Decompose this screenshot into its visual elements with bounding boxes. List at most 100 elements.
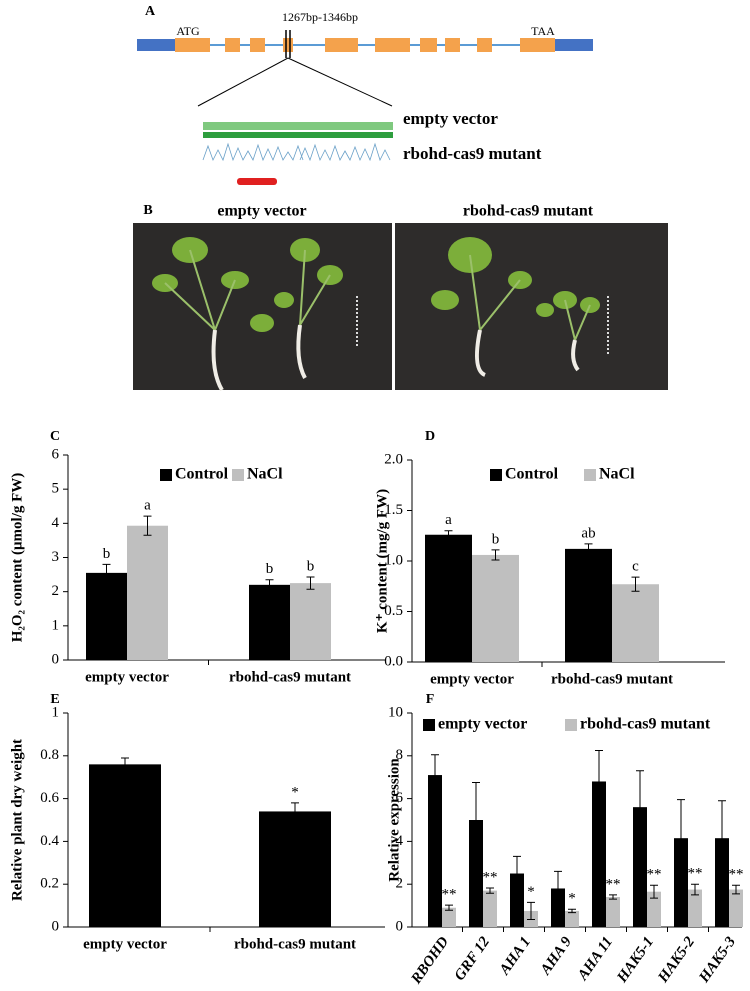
- y-tick-label: 1: [52, 617, 60, 633]
- panel-label: A: [145, 4, 156, 19]
- error-bar: [568, 908, 576, 914]
- error-bar: [609, 894, 617, 900]
- y-tick-label: 2: [396, 876, 404, 892]
- deletion-bar: [237, 178, 277, 185]
- y-tick-label: 0: [52, 918, 60, 934]
- y-tick-label: 0.5: [384, 603, 403, 619]
- legend-label: empty vector: [438, 716, 527, 733]
- y-axis-title: H₂O₂ content (μmol/g FW): [9, 473, 25, 643]
- y-tick-label: 1.5: [384, 502, 403, 518]
- bar: [592, 781, 606, 927]
- stop-codon: TAA: [531, 24, 555, 38]
- legend-swatch: [232, 469, 244, 481]
- significance-label: **: [483, 869, 498, 885]
- x-tick-label: empty vector: [85, 669, 169, 685]
- photo: [133, 223, 392, 390]
- error-bar: [527, 901, 535, 921]
- error-bar: [306, 576, 315, 590]
- legend-swatch: [160, 469, 172, 481]
- y-tick-label: 4: [52, 515, 60, 531]
- error-bar: [650, 884, 658, 899]
- x-tick-label: empty vector: [83, 936, 167, 952]
- photo-label: Control: [208, 396, 260, 415]
- significance-label: ab: [581, 525, 595, 541]
- position-label: 1267bp-1346bp: [282, 10, 358, 24]
- x-tick-label: HAK5-1: [614, 934, 657, 986]
- y-axis-title: K⁺ content (mg/g FW): [374, 489, 390, 633]
- error-bar: [513, 855, 521, 892]
- bar: [442, 907, 456, 927]
- error-bar: [595, 749, 603, 814]
- bar: [290, 583, 331, 660]
- bar: [729, 889, 743, 927]
- bar: [127, 525, 168, 660]
- y-tick-label: 0: [396, 918, 404, 934]
- y-tick-label: 0.4: [40, 833, 59, 849]
- bar: [565, 910, 579, 927]
- error-bar: [718, 800, 726, 877]
- legend-swatch: [565, 719, 577, 731]
- significance-label: *: [527, 884, 535, 900]
- y-tick-label: 3: [52, 549, 60, 565]
- x-tick-label: AHA 11: [574, 934, 616, 984]
- legend-label: Control: [175, 466, 229, 483]
- bar: [472, 554, 519, 662]
- y-tick-label: 2.0: [384, 451, 403, 467]
- significance-label: c: [632, 559, 639, 575]
- panel-label: F: [426, 692, 435, 707]
- photo-label: NaCl: [555, 396, 591, 415]
- error-bar: [444, 530, 453, 540]
- significance-label: **: [647, 867, 662, 883]
- legend-swatch: [584, 469, 596, 481]
- plants: [152, 237, 609, 392]
- significance-label: *: [291, 784, 299, 800]
- x-tick-label: rbohd-cas9 mutant: [551, 671, 673, 687]
- error-bar: [554, 870, 562, 907]
- significance-label: a: [445, 512, 452, 528]
- bar: [259, 811, 331, 927]
- error-bar: [677, 799, 685, 878]
- utr: [555, 39, 593, 51]
- panel-label: E: [50, 692, 59, 707]
- y-tick-label: 8: [396, 747, 404, 763]
- y-tick-label: 0.6: [40, 790, 59, 806]
- y-axis-title: Relative plant dry weight: [9, 739, 25, 901]
- x-tick-label: AHA 1: [496, 934, 534, 978]
- zoom-line: [287, 57, 393, 107]
- bar: [469, 820, 483, 927]
- photo-label: NaCl: [290, 396, 326, 415]
- y-tick-label: 0: [52, 651, 60, 667]
- start-codon: ATG: [176, 24, 200, 38]
- bar: [86, 572, 127, 660]
- legend-swatch: [423, 719, 435, 731]
- significance-label: b: [307, 558, 315, 574]
- bar: [674, 838, 688, 927]
- photo-label: Control: [464, 396, 516, 415]
- panel-label: C: [50, 429, 60, 444]
- y-tick-label: 0.8: [40, 747, 59, 763]
- bar: [428, 775, 442, 927]
- zoom-line: [197, 57, 289, 107]
- x-tick-label: rbohd-cas9 mutant: [229, 669, 351, 685]
- row-label: rbohd-cas9 mutant: [403, 144, 542, 163]
- error-bar: [631, 576, 640, 592]
- error-bar: [732, 884, 740, 895]
- error-bar: [431, 754, 439, 796]
- bar: [425, 534, 472, 662]
- x-tick-label: HAK5-3: [696, 934, 740, 987]
- significance-label: b: [103, 546, 111, 562]
- row-label: empty vector: [403, 109, 498, 128]
- error-bar: [472, 782, 480, 858]
- bar: [510, 873, 524, 927]
- legend-swatch: [490, 469, 502, 481]
- error-bar: [102, 563, 111, 582]
- error-bar: [445, 904, 453, 911]
- significance-label: **: [688, 866, 703, 882]
- significance-label: b: [492, 531, 500, 547]
- bar: [551, 888, 565, 927]
- x-tick-label: RBOHD: [408, 934, 452, 988]
- significance-label: **: [442, 887, 457, 903]
- photo-title: empty vector: [217, 203, 306, 220]
- x-tick-label: empty vector: [430, 671, 514, 687]
